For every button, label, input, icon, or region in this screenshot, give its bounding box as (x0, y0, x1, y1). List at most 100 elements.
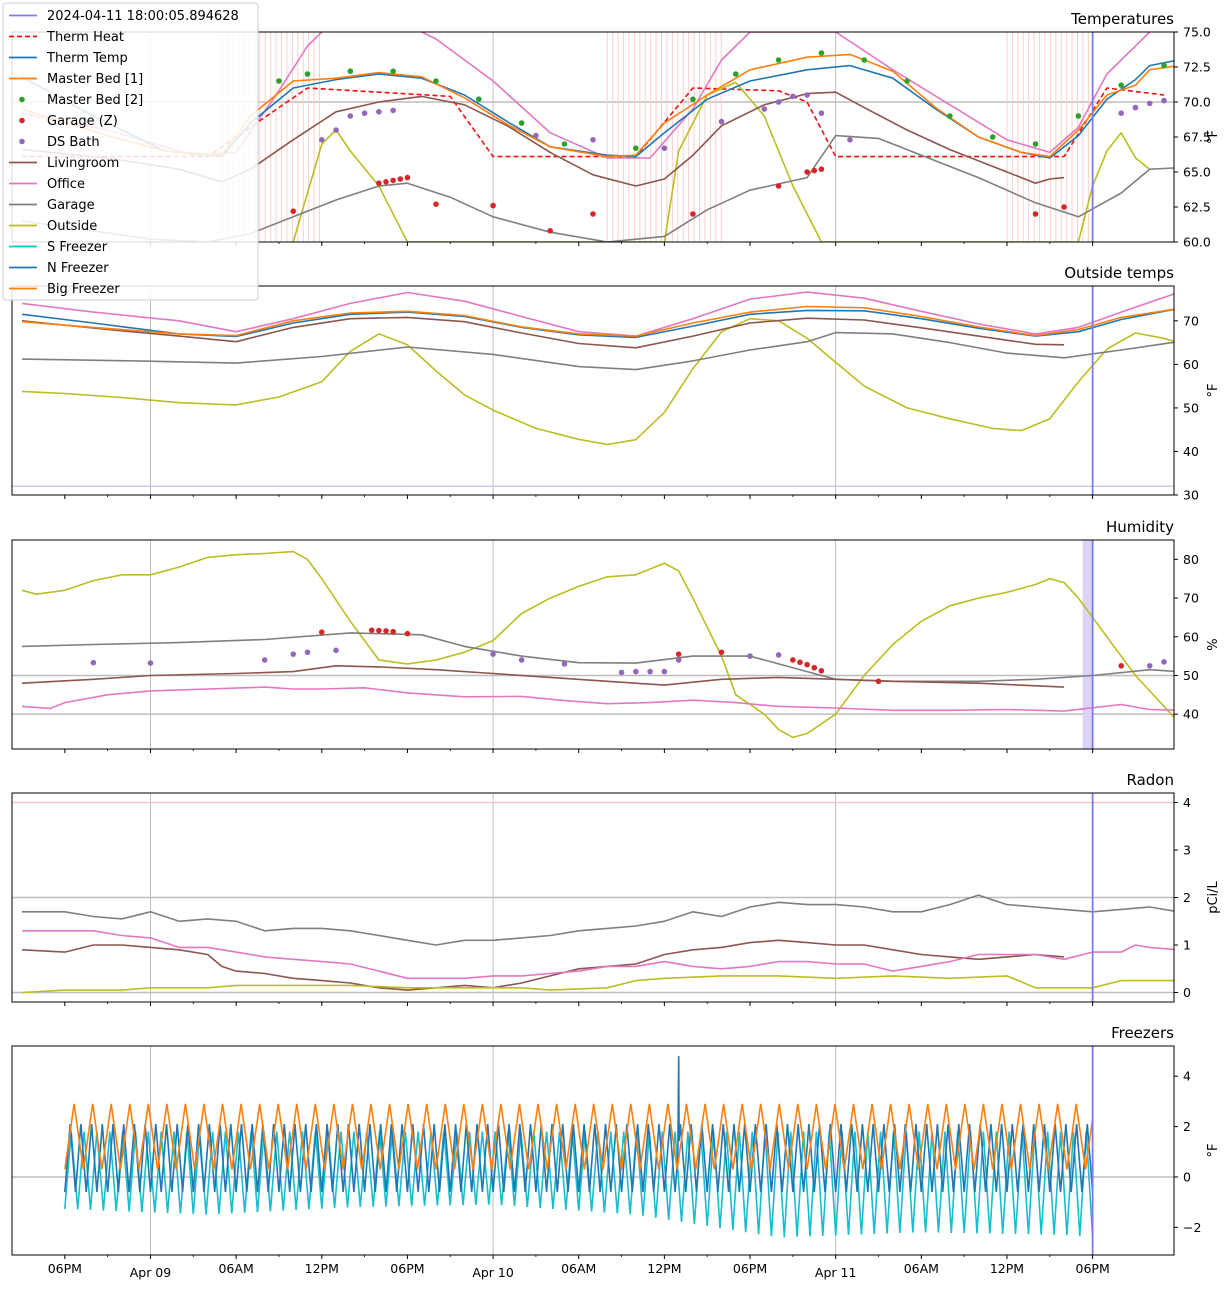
point-garage-z (383, 628, 389, 634)
point-master-bed-2 (475, 96, 482, 102)
series-office (21, 32, 1151, 159)
point-ds-bath (618, 669, 625, 676)
point-master-bed-2 (1075, 113, 1082, 119)
legend-label: Big Freezer (47, 282, 120, 297)
x-tick-label: 12PM (305, 1261, 339, 1276)
legend-item-livingroom: Livingroom (9, 156, 119, 171)
series-livingroom (21, 665, 1065, 688)
legend-item-master-bed-1: Master Bed [1] (9, 72, 143, 87)
y-tick-label: 40 (1183, 707, 1199, 722)
series-garage (22, 894, 1174, 946)
point-ds-bath (775, 99, 782, 105)
series-outside (21, 975, 1174, 994)
legend-item-garage: Garage (9, 198, 95, 213)
legend-item-therm-heat: Therm Heat (9, 30, 124, 45)
y-tick-label: 4 (1183, 1069, 1191, 1084)
legend-item-master-bed-2: Master Bed [2] (19, 93, 143, 108)
point-garage-z (290, 208, 297, 214)
legend-label: Office (47, 177, 85, 192)
y-tick-label: 62.5 (1183, 200, 1211, 215)
series-livingroom (21, 316, 1065, 349)
panel-humidity: Humidity 40 50 60 70 80% (11, 518, 1221, 753)
point-ds-bath (590, 137, 596, 143)
point-master-bed-2 (947, 113, 953, 119)
panel-freezers: Freezers −2 0 2 4 °F 06PM Apr 09 06AM 12PM 06PM Apr… (11, 1024, 1221, 1280)
panel-radon: Radon 0 1 2 3 4 pCi/L (11, 771, 1221, 1006)
series-n-freezer (64, 1056, 1094, 1193)
point-ds-bath (376, 109, 382, 115)
x-tick-label: 12PM (990, 1261, 1024, 1276)
plot-area-outside-temps (21, 291, 1174, 446)
y-tick-label: 2 (1183, 890, 1191, 905)
y-axis-label: % (1206, 638, 1221, 650)
point-master-bed-2 (1118, 82, 1124, 88)
legend-item-2024-04-11-18-00-05-894628: 2024-04-11 18:00:05.894628 (9, 9, 239, 24)
point-master-bed-2 (1032, 141, 1039, 147)
legend-item-outside: Outside (9, 219, 97, 234)
legend-item-ds-bath: DS Bath (19, 135, 100, 150)
point-garage-z (404, 174, 411, 181)
panel-title: Radon (1127, 771, 1175, 789)
legend-label: Master Bed [2] (47, 93, 143, 108)
y-tick-label: 70 (1183, 313, 1199, 328)
x-tick-label: 12PM (647, 1261, 681, 1276)
series-garage (21, 632, 1174, 683)
point-ds-bath (1118, 110, 1124, 116)
point-garage-z (390, 628, 396, 635)
point-ds-bath (318, 137, 325, 143)
series-s-freezer (64, 1131, 1094, 1238)
panel-title: Freezers (1111, 1024, 1174, 1042)
legend-label: Garage (47, 198, 95, 213)
legend-label: Master Bed [1] (47, 72, 143, 87)
point-ds-bath (818, 110, 825, 116)
point-ds-bath (304, 649, 311, 656)
x-tick-label: 06AM (218, 1261, 253, 1276)
point-garage-z (318, 629, 325, 635)
x-tick-label: Apr 09 (130, 1265, 172, 1280)
point-garage-z (775, 183, 782, 189)
series-therm-temp (21, 60, 1174, 159)
panel-outside-temps: Outside temps 30 40 50 60 70 °F (11, 264, 1221, 503)
legend-marker (19, 138, 25, 145)
point-ds-bath (661, 145, 668, 151)
point-ds-bath (90, 659, 97, 666)
point-ds-bath (333, 127, 339, 133)
point-ds-bath (390, 107, 396, 114)
point-master-bed-2 (347, 68, 354, 74)
series-garage-z (318, 627, 1124, 685)
point-ds-bath (1146, 100, 1153, 107)
point-ds-bath (647, 668, 653, 675)
y-axis-label: pCi/L (1206, 880, 1221, 913)
point-garage-z (368, 627, 375, 633)
y-tick-label: 0 (1183, 985, 1191, 1000)
y-tick-label: 50 (1183, 400, 1199, 415)
point-ds-bath (347, 113, 354, 119)
point-ds-bath (1161, 659, 1167, 665)
point-master-bed-2 (276, 78, 282, 84)
legend-item-therm-temp: Therm Temp (9, 51, 128, 66)
point-master-bed-2 (633, 145, 639, 151)
series-outside (292, 81, 1151, 242)
y-tick-label: 60 (1183, 357, 1199, 372)
point-master-bed-2 (390, 68, 396, 74)
series-master-bed-1 (21, 53, 1174, 158)
point-garage-z (376, 627, 382, 634)
point-garage-z (811, 664, 818, 671)
point-garage-z (590, 211, 596, 217)
y-tick-label: 1 (1183, 938, 1191, 953)
y-axis-label: °F (1206, 1144, 1221, 1158)
point-ds-bath (147, 660, 154, 666)
series-master-bed-2 (276, 50, 1167, 151)
series-office (21, 686, 1174, 712)
x-tick-label: 06AM (561, 1261, 596, 1276)
legend-item-n-freezer: N Freezer (9, 261, 109, 276)
point-master-bed-2 (818, 50, 825, 56)
point-garage-z (818, 166, 825, 172)
point-garage-z (675, 651, 682, 657)
point-ds-bath (661, 668, 668, 675)
legend-label: S Freezer (47, 240, 108, 255)
axes-frame (11, 285, 1175, 496)
legend-item-s-freezer: S Freezer (9, 240, 108, 255)
legend-label: DS Bath (47, 135, 100, 150)
point-master-bed-2 (561, 141, 568, 147)
